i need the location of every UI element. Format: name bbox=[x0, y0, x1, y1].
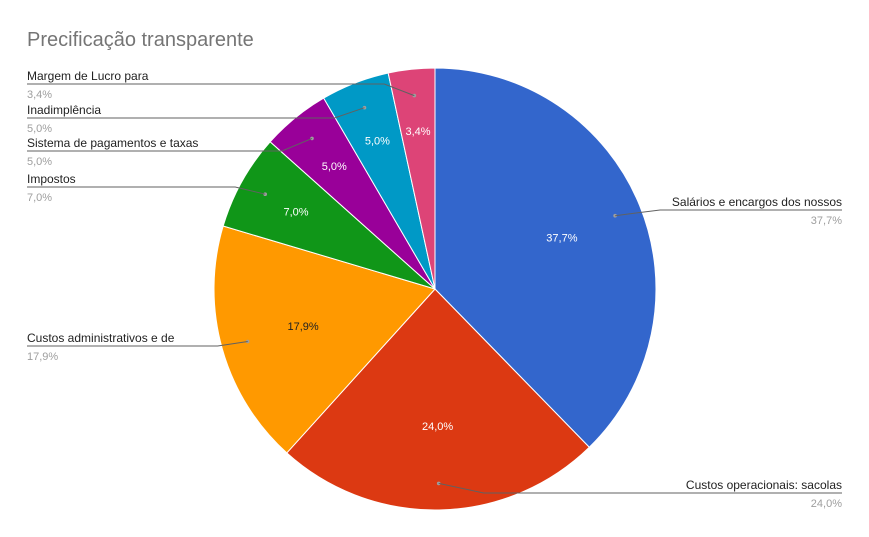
leader-line bbox=[27, 83, 415, 97]
slice-percent-label: 7,0% bbox=[27, 192, 52, 204]
slice-value-label: 37,7% bbox=[546, 232, 577, 244]
slice-percent-label: 5,0% bbox=[27, 156, 52, 168]
slice-name-label: Custos operacionais: sacolas bbox=[686, 478, 842, 492]
leader-line bbox=[27, 137, 313, 152]
slice-name-label: Margem de Lucro para bbox=[27, 69, 149, 83]
pie-slice-custos-operacionais-sacolas[interactable] bbox=[286, 288, 590, 511]
slice-name-label: Inadimplência bbox=[27, 103, 101, 117]
leader-line bbox=[27, 107, 365, 119]
slice-value-label: 7,0% bbox=[283, 207, 308, 219]
pie-slice-margem-de-lucro-para[interactable] bbox=[387, 67, 436, 290]
leader-line bbox=[27, 341, 248, 347]
slice-value-label: 5,0% bbox=[365, 136, 390, 148]
slice-name-label: Custos administrativos e de bbox=[27, 331, 175, 345]
slice-value-label: 3,4% bbox=[405, 126, 430, 138]
slice-value-label: 5,0% bbox=[322, 161, 347, 173]
leader-line bbox=[615, 209, 842, 217]
pie-slice-salarios-e-encargos-dos-nossos[interactable] bbox=[434, 67, 657, 448]
chart-title: Precificação transparente bbox=[27, 29, 254, 51]
slice-name-label: Sistema de pagamentos e taxas bbox=[27, 136, 198, 150]
slice-percent-label: 24,0% bbox=[811, 498, 842, 510]
slice-name-label: Impostos bbox=[27, 172, 76, 186]
leader-line bbox=[27, 186, 266, 195]
slice-labels: 37,7% Salários e encargos dos nossos 37,7%… bbox=[27, 69, 842, 510]
slice-name-label: Salários e encargos dos nossos bbox=[672, 195, 842, 209]
leader-lines bbox=[27, 83, 842, 494]
pie-slices bbox=[213, 67, 657, 511]
pie-slice-custos-administrativos-e-de[interactable] bbox=[213, 225, 436, 454]
slice-percent-label: 37,7% bbox=[811, 215, 842, 227]
slice-percent-label: 3,4% bbox=[27, 89, 52, 101]
slice-value-label: 17,9% bbox=[287, 321, 318, 333]
leader-line bbox=[438, 482, 842, 494]
slice-percent-label: 5,0% bbox=[27, 123, 52, 135]
slice-value-label: 24,0% bbox=[422, 421, 453, 433]
slice-percent-label: 17,9% bbox=[27, 351, 58, 363]
